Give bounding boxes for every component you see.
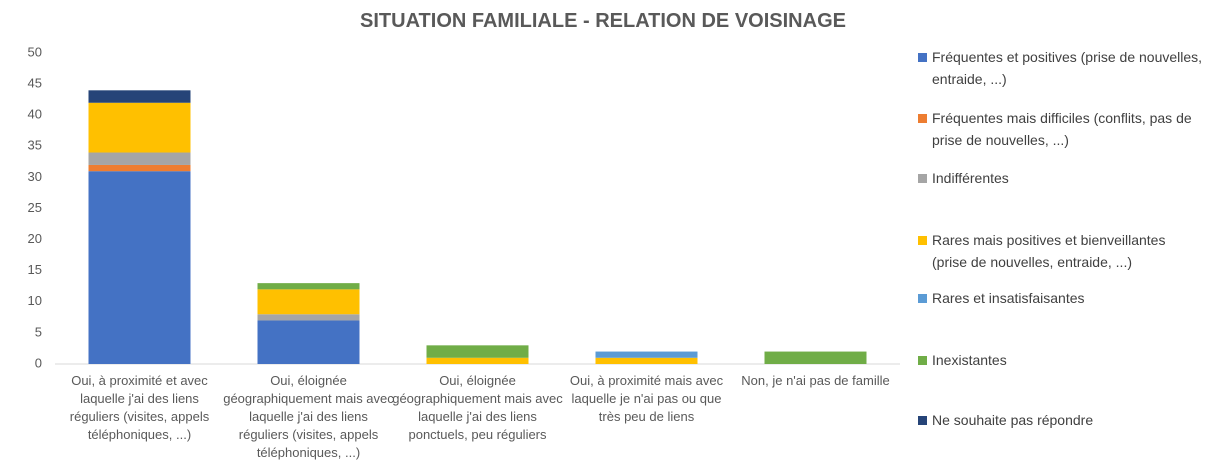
- bar-segment: [88, 90, 191, 103]
- y-tick-label: 50: [28, 44, 42, 59]
- bar-segment: [595, 351, 698, 358]
- legend-swatch: [918, 53, 927, 62]
- y-tick-label: 40: [28, 107, 42, 122]
- y-tick-label: 5: [35, 324, 42, 339]
- legend-swatch: [918, 416, 927, 425]
- legend-entry: Rares mais positives et bienveillantes (…: [918, 229, 1203, 273]
- y-tick-label: 0: [35, 355, 42, 370]
- y-tick-label: 20: [28, 231, 42, 246]
- x-tick-label: Oui, à proximité et avec laquelle j'ai d…: [69, 373, 210, 442]
- bar-segment: [257, 314, 360, 321]
- y-tick-label: 30: [28, 169, 42, 184]
- legend-swatch: [918, 356, 927, 365]
- legend-entry: Fréquentes et positives (prise de nouvel…: [918, 46, 1203, 90]
- bar-segment: [88, 102, 191, 153]
- bar-segment: [764, 351, 867, 364]
- x-tick-label: Non, je n'ai pas de famille: [741, 373, 890, 388]
- y-tick-label: 15: [28, 262, 42, 277]
- bar-segment: [88, 152, 191, 165]
- legend-entry: Rares et insatisfaisantes: [918, 287, 1203, 309]
- legend-entry: Inexistantes: [918, 349, 1203, 371]
- bar-segment: [88, 164, 191, 172]
- legend-swatch: [918, 236, 927, 245]
- legend-entry: Fréquentes mais difficiles (conflits, pa…: [918, 107, 1203, 151]
- x-tick-label: Oui, à proximité mais avec laquelle je n…: [569, 373, 724, 424]
- chart-title: SITUATION FAMILIALE - RELATION DE VOISIN…: [360, 10, 846, 32]
- legend-entry: Ne souhaite pas répondre: [918, 409, 1203, 431]
- bar-segment: [88, 171, 191, 364]
- legend-swatch: [918, 174, 927, 183]
- y-tick-label: 25: [28, 200, 42, 215]
- y-tick-label: 10: [28, 293, 42, 308]
- bar-segment: [257, 289, 360, 315]
- x-tick-label: Oui, éloignée géographiquement mais avec…: [223, 373, 394, 460]
- bar-segment: [595, 357, 698, 364]
- legend-swatch: [918, 114, 927, 123]
- bar-segment: [257, 320, 360, 364]
- x-tick-label: Oui, éloignée géographiquement mais avec…: [392, 373, 563, 442]
- legend-entry: Indifférentes: [918, 167, 1203, 189]
- y-tick-label: 45: [28, 76, 42, 91]
- bar-segment: [426, 357, 529, 364]
- bar-segment: [257, 283, 360, 290]
- bar-segment: [426, 345, 529, 358]
- y-tick-label: 35: [28, 138, 42, 153]
- legend-swatch: [918, 294, 927, 303]
